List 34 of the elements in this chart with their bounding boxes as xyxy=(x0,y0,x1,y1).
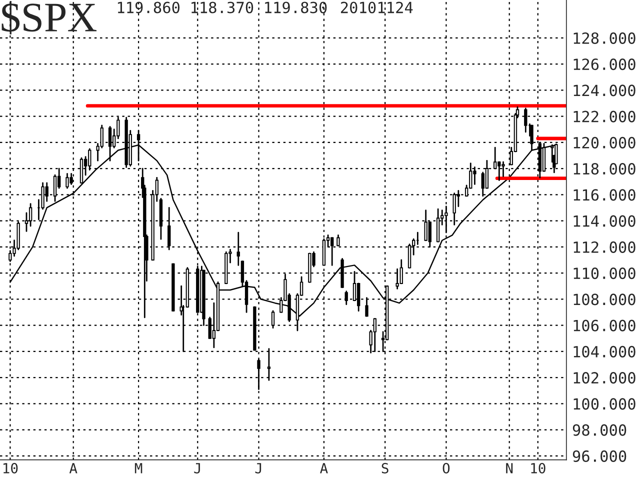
y-tick-label: 112.000 xyxy=(574,241,636,253)
candlestick xyxy=(400,259,403,284)
x-tick-label: A xyxy=(320,463,328,474)
x-tick-label: 10 xyxy=(3,462,18,474)
y-tick-label: 98.000 xyxy=(572,424,626,436)
x-tick-label: N xyxy=(506,463,513,474)
candlestick xyxy=(271,310,275,329)
y-tick-label: 120.000 xyxy=(574,136,636,148)
y-tick-label: 128.000 xyxy=(574,32,636,44)
x-tick-label: S xyxy=(382,462,388,474)
x-tick-label: O xyxy=(442,462,450,474)
x-tick-label: 10 xyxy=(531,462,546,474)
y-tick-label: 106.000 xyxy=(574,320,636,332)
y-tick-label: 126.000 xyxy=(574,58,636,70)
annotation: 119.860 118.370 119.830 xyxy=(118,2,327,14)
y-tick-label: 104.000 xyxy=(574,346,636,358)
y-tick-label: 110.000 xyxy=(574,268,636,280)
x-tick-label: M xyxy=(134,463,142,474)
y-tick-label: 124.000 xyxy=(574,84,636,96)
annotation: 20101124 xyxy=(340,2,413,14)
x-tick-label: J xyxy=(255,463,262,474)
y-tick-label: 118.000 xyxy=(574,163,636,175)
y-tick-label: 108.000 xyxy=(574,294,636,306)
y-tick-label: 116.000 xyxy=(574,189,636,201)
x-tick-label: A xyxy=(69,463,78,474)
y-tick-label: 96.000 xyxy=(572,450,626,462)
y-tick-label: 122.000 xyxy=(574,110,636,122)
y-tick-label: 102.000 xyxy=(574,372,636,384)
candlestick xyxy=(494,146,497,170)
y-tick-label: 114.000 xyxy=(574,215,636,227)
chart-title: $SPX xyxy=(2,1,97,34)
candlestick xyxy=(66,173,69,189)
x-tick-label: J xyxy=(194,463,200,474)
y-tick-label: 100.000 xyxy=(574,398,636,410)
